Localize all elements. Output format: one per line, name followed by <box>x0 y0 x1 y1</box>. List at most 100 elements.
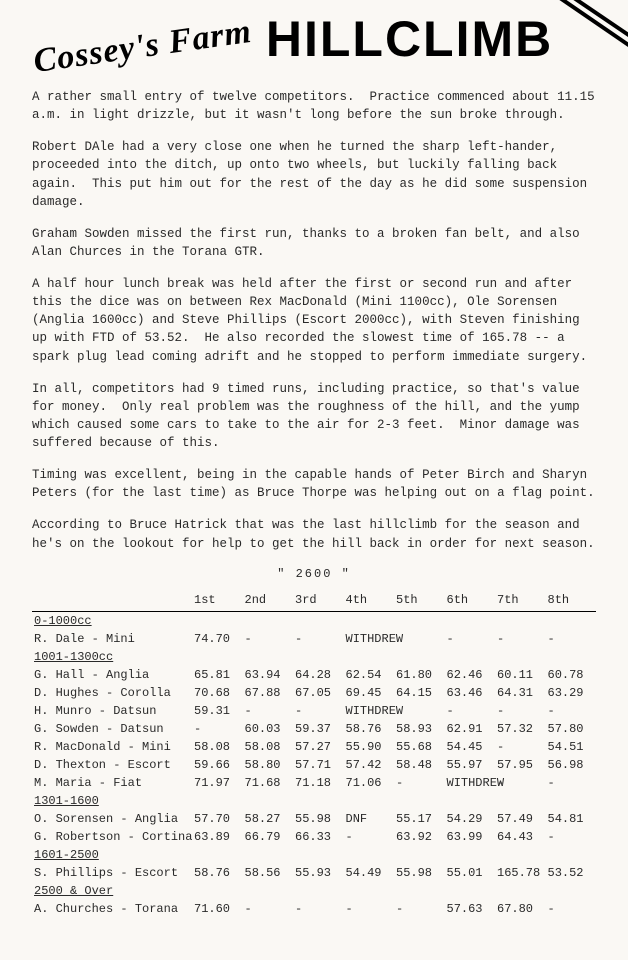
competitor-name: H. Munro - Datsun <box>32 702 192 720</box>
paragraph: Graham Sowden missed the first run, than… <box>32 225 596 261</box>
time-cell: 62.54 <box>344 666 395 684</box>
paragraph: A half hour lunch break was held after t… <box>32 275 596 366</box>
time-cell: 70.68 <box>192 684 243 702</box>
time-cell: 54.29 <box>445 810 496 828</box>
competitor-name: A. Churches - Torana <box>32 900 192 918</box>
time-cell: 57.70 <box>192 810 243 828</box>
time-cell: 54.51 <box>546 738 597 756</box>
time-cell: 57.95 <box>495 756 546 774</box>
time-cell: 64.31 <box>495 684 546 702</box>
competitor-name: D. Hughes - Corolla <box>32 684 192 702</box>
competitor-name: D. Thexton - Escort <box>32 756 192 774</box>
table-row: R. MacDonald - Mini58.0858.0857.2755.905… <box>32 738 596 756</box>
competitor-name: O. Sorensen - Anglia <box>32 810 192 828</box>
time-cell: 55.17 <box>394 810 445 828</box>
time-cell: - <box>495 702 546 720</box>
time-cell: - <box>546 630 597 648</box>
competitor-name: M. Maria - Fiat <box>32 774 192 792</box>
table-row: D. Hughes - Corolla70.6867.8867.0569.456… <box>32 684 596 702</box>
time-cell: 54.81 <box>546 810 597 828</box>
time-cell: 55.68 <box>394 738 445 756</box>
col-header: 3rd <box>293 591 344 612</box>
time-cell: 57.71 <box>293 756 344 774</box>
time-cell: 56.98 <box>546 756 597 774</box>
competitor-name: S. Phillips - Escort <box>32 864 192 882</box>
competitor-name: R. Dale - Mini <box>32 630 192 648</box>
time-cell: - <box>546 702 597 720</box>
time-cell: 69.45 <box>344 684 395 702</box>
time-cell: 67.80 <box>495 900 546 918</box>
col-header: 6th <box>445 591 496 612</box>
time-cell: 55.97 <box>445 756 496 774</box>
time-cell: 67.88 <box>243 684 294 702</box>
time-cell: 57.63 <box>445 900 496 918</box>
col-header: 4th <box>344 591 395 612</box>
time-cell: - <box>445 702 496 720</box>
col-header: 7th <box>495 591 546 612</box>
time-cell: 55.93 <box>293 864 344 882</box>
time-cell: - <box>394 900 445 918</box>
time-cell: 64.15 <box>394 684 445 702</box>
time-cell: 58.08 <box>243 738 294 756</box>
time-cell: 58.56 <box>243 864 294 882</box>
time-cell: WITHDREW <box>445 774 496 792</box>
time-cell: 57.49 <box>495 810 546 828</box>
competitor-name: R. MacDonald - Mini <box>32 738 192 756</box>
time-cell: - <box>546 900 597 918</box>
time-cell: 57.27 <box>293 738 344 756</box>
page-header: Cossey's Farm HILLCLIMB <box>32 12 596 70</box>
time-cell: - <box>293 630 344 648</box>
time-cell: - <box>546 774 597 792</box>
paragraph: Timing was excellent, being in the capab… <box>32 466 596 502</box>
time-cell: - <box>495 630 546 648</box>
time-cell: 63.29 <box>546 684 597 702</box>
table-row: S. Phillips - Escort58.7658.5655.9354.49… <box>32 864 596 882</box>
time-cell: WITHDREW <box>344 630 395 648</box>
time-cell: - <box>243 900 294 918</box>
time-cell: 61.80 <box>394 666 445 684</box>
time-cell: - <box>394 774 445 792</box>
col-header: 8th <box>546 591 597 612</box>
time-cell: - <box>546 828 597 846</box>
class-header-row: 1301-1600 <box>32 792 596 810</box>
time-cell: - <box>344 828 395 846</box>
time-cell: 58.48 <box>394 756 445 774</box>
class-label: 1301-1600 <box>32 792 596 810</box>
results-section: " 2600 " 1st 2nd 3rd 4th 5th 6th 7th 8th <box>32 567 596 918</box>
class-label: 0-1000cc <box>32 611 596 630</box>
time-cell: 71.68 <box>243 774 294 792</box>
table-row: O. Sorensen - Anglia57.7058.2755.98DNF55… <box>32 810 596 828</box>
table-row: G. Robertson - Cortina63.8966.7966.33-63… <box>32 828 596 846</box>
time-cell: 57.42 <box>344 756 395 774</box>
time-cell: 55.90 <box>344 738 395 756</box>
time-cell: - <box>243 702 294 720</box>
document-page: Cossey's Farm HILLCLIMB A rather small e… <box>0 0 628 960</box>
table-row: D. Thexton - Escort59.6658.8057.7157.425… <box>32 756 596 774</box>
time-cell: 71.60 <box>192 900 243 918</box>
time-cell: 58.76 <box>192 864 243 882</box>
time-cell: 59.66 <box>192 756 243 774</box>
time-cell: - <box>445 630 496 648</box>
time-cell: 71.18 <box>293 774 344 792</box>
time-cell: 53.52 <box>546 864 597 882</box>
table-row: R. Dale - Mini74.70--WITHDREW--- <box>32 630 596 648</box>
paragraph: In all, competitors had 9 timed runs, in… <box>32 380 596 453</box>
results-table: 1st 2nd 3rd 4th 5th 6th 7th 8th 0-1000cc… <box>32 591 596 918</box>
time-cell: 60.11 <box>495 666 546 684</box>
time-cell: - <box>344 900 395 918</box>
class-header-row: 2500 & Over <box>32 882 596 900</box>
time-cell: 165.78 <box>495 864 546 882</box>
time-cell: - <box>293 702 344 720</box>
class-label: 1601-2500 <box>32 846 596 864</box>
time-cell: 55.01 <box>445 864 496 882</box>
block-title: HILLCLIMB <box>266 10 553 68</box>
time-cell: 58.93 <box>394 720 445 738</box>
col-header: 2nd <box>243 591 294 612</box>
time-cell: 58.80 <box>243 756 294 774</box>
time-cell: 55.98 <box>293 810 344 828</box>
class-label: 1001-1300cc <box>32 648 596 666</box>
class-header-row: 0-1000cc <box>32 611 596 630</box>
time-cell: 63.46 <box>445 684 496 702</box>
time-cell: - <box>495 774 546 792</box>
competitor-name: G. Robertson - Cortina <box>32 828 192 846</box>
